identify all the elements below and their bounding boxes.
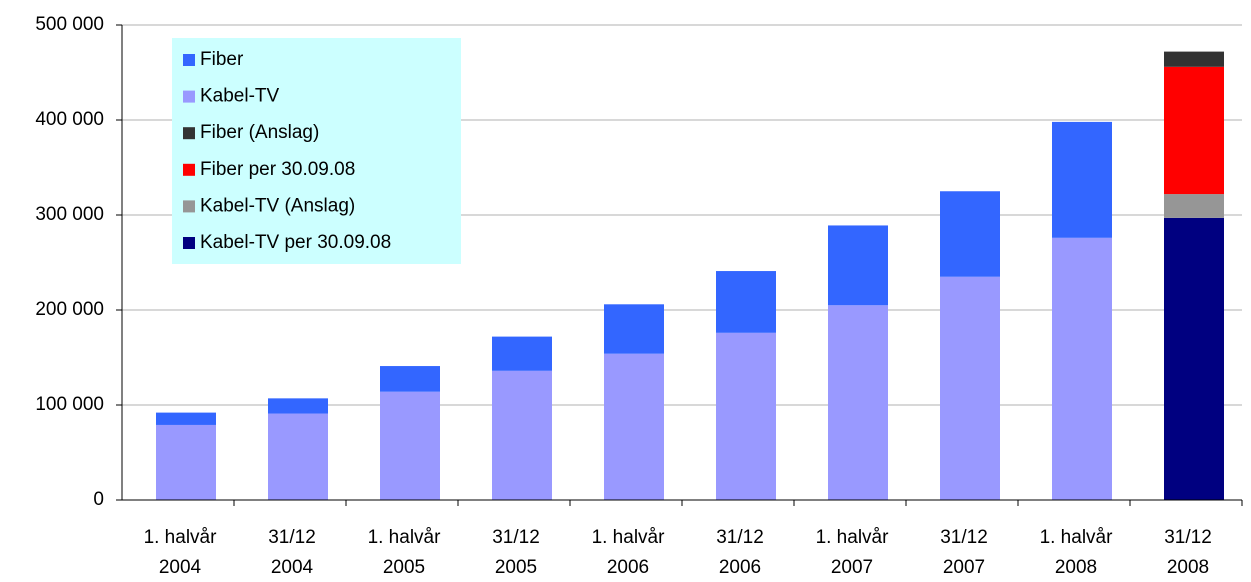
y-tick-label: 200 000 bbox=[35, 299, 104, 320]
y-tick-label: 100 000 bbox=[35, 394, 104, 415]
x-tick-label: 31/12 bbox=[1164, 527, 1212, 548]
legend-swatch bbox=[183, 200, 195, 213]
bar-segment bbox=[828, 305, 888, 500]
legend-swatch bbox=[183, 163, 195, 176]
x-tick-label: 1. halvår bbox=[144, 527, 218, 548]
bar-segment bbox=[1164, 217, 1224, 500]
x-tick-label: 2006 bbox=[719, 557, 761, 577]
legend-label: Kabel-TV per 30.09.08 bbox=[200, 232, 391, 253]
x-tick-label: 2005 bbox=[495, 557, 537, 577]
x-tick-label: 31/12 bbox=[940, 527, 988, 548]
legend-swatch bbox=[183, 127, 195, 140]
y-tick-label: 400 000 bbox=[35, 109, 104, 130]
x-tick-label: 2005 bbox=[383, 557, 425, 577]
legend-label: Fiber (Anslag) bbox=[200, 122, 319, 143]
bar-segment bbox=[940, 276, 1000, 500]
bar-segment bbox=[492, 336, 552, 371]
bar-segment bbox=[1052, 121, 1112, 238]
legend-swatch bbox=[183, 90, 195, 103]
x-tick-label: 2004 bbox=[159, 557, 202, 577]
x-tick-label: 31/12 bbox=[716, 527, 764, 548]
bar-segment bbox=[1164, 51, 1224, 67]
bar-segment bbox=[828, 225, 888, 306]
y-tick-label: 300 000 bbox=[35, 204, 104, 225]
legend-label: Kabel-TV bbox=[200, 86, 280, 107]
bar-segment bbox=[380, 366, 440, 392]
x-tick-label: 1. halvår bbox=[368, 527, 442, 548]
x-tick-label: 1. halvår bbox=[816, 527, 890, 548]
bar-segment bbox=[716, 271, 776, 333]
legend-swatch bbox=[183, 237, 195, 249]
bar-segment bbox=[492, 370, 552, 500]
x-tick-label: 2007 bbox=[831, 557, 873, 577]
bar-segment bbox=[156, 412, 216, 425]
y-tick-label: 0 bbox=[93, 489, 104, 510]
bar-segment bbox=[268, 413, 328, 500]
bar-segment bbox=[1052, 237, 1112, 501]
legend-label: Kabel-TV (Anslag) bbox=[200, 195, 355, 216]
bar-segment bbox=[156, 424, 216, 500]
bar-segment bbox=[268, 398, 328, 414]
x-tick-label: 31/12 bbox=[492, 527, 540, 548]
legend-label: Fiber per 30.09.08 bbox=[200, 159, 355, 180]
x-tick-label: 2004 bbox=[271, 557, 314, 577]
bar-segment bbox=[716, 332, 776, 500]
legend-swatch bbox=[183, 54, 195, 66]
x-tick-label: 1. halvår bbox=[592, 527, 666, 548]
x-tick-label: 2007 bbox=[943, 557, 985, 577]
bar-segment bbox=[940, 191, 1000, 277]
legend-label: Fiber bbox=[200, 49, 244, 70]
bar-segment bbox=[604, 304, 664, 354]
x-tick-label: 2008 bbox=[1055, 557, 1097, 577]
y-tick-label: 500 000 bbox=[35, 14, 104, 35]
x-tick-label: 31/12 bbox=[268, 527, 316, 548]
legend-box bbox=[172, 38, 461, 264]
x-tick-label: 2006 bbox=[607, 557, 649, 577]
x-tick-label: 2008 bbox=[1167, 557, 1209, 577]
bar-segment bbox=[604, 353, 664, 500]
x-tick-label: 1. halvår bbox=[1040, 527, 1114, 548]
bar-segment bbox=[380, 391, 440, 500]
bar-segment bbox=[1164, 66, 1224, 195]
bar-segment bbox=[1164, 194, 1224, 218]
